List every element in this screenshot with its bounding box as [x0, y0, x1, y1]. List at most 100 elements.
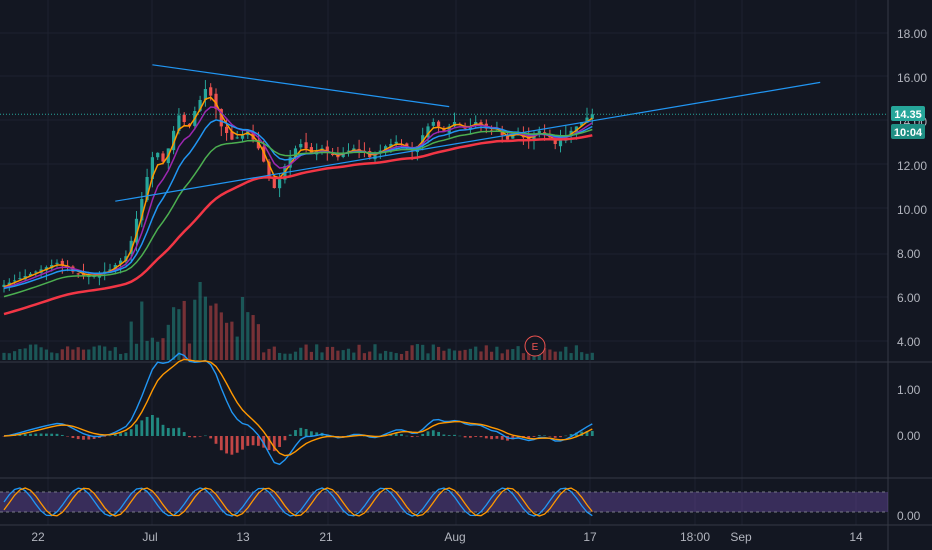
volume-bar	[203, 296, 207, 360]
volume-bar	[13, 351, 17, 360]
macd-histogram-bar	[590, 430, 594, 436]
macd-histogram-bar	[283, 436, 287, 441]
candle-body	[272, 177, 276, 188]
price-badges: 14.35 10:04	[891, 106, 925, 139]
macd-histogram-bar	[484, 436, 488, 439]
macd-line	[3, 352, 593, 466]
volume-bar	[246, 312, 250, 360]
volume-bar	[193, 299, 197, 360]
volume-bar	[447, 348, 451, 360]
countdown-label: 10:04	[894, 127, 923, 139]
candle-body	[331, 153, 335, 155]
volume-bar	[225, 322, 229, 360]
macd-histogram-bar	[564, 435, 568, 437]
macd-histogram-bar	[363, 435, 366, 437]
candle-body	[203, 89, 207, 101]
volume-bar	[113, 347, 117, 360]
volume-bar	[521, 353, 525, 360]
volume-bar	[23, 348, 27, 360]
candle-body	[161, 153, 165, 162]
volume-bar	[7, 353, 11, 360]
macd-histogram-bar	[569, 434, 573, 436]
earnings-marker[interactable]: E	[524, 335, 546, 357]
price-tick-label: 4.00	[897, 335, 921, 349]
volume-bar	[39, 347, 43, 360]
volume-bar	[71, 349, 75, 360]
stoch-k-line	[3, 487, 593, 517]
trendlines[interactable]	[115, 64, 821, 202]
volume-bar	[214, 303, 218, 360]
candle-body	[13, 280, 17, 282]
candle-body	[468, 126, 472, 130]
volume-bar	[92, 346, 96, 360]
volume-bar	[495, 346, 499, 360]
candle-body	[262, 146, 266, 162]
volume-bar	[442, 350, 446, 360]
macd-histogram-bar	[278, 436, 281, 447]
volume-bar	[2, 352, 6, 360]
macd-histogram-bar	[71, 436, 75, 439]
rsi-tick-label: 0.00	[897, 509, 921, 523]
volume-bar	[219, 312, 223, 360]
volume-bar	[421, 344, 425, 360]
macd-histogram-bar	[246, 436, 250, 446]
macd-signal-line	[3, 358, 593, 457]
candle-body	[28, 273, 33, 277]
time-tick-label: Jul	[142, 530, 157, 544]
volume-bar	[558, 351, 563, 360]
candle-body	[198, 100, 202, 111]
price-tick-label: 16.00	[897, 71, 927, 85]
volume-bar	[28, 344, 33, 360]
price-axis[interactable]: 18.0016.0014.0012.0010.008.006.004.001.0…	[897, 27, 927, 523]
volume-bar	[500, 353, 504, 360]
volume-bar	[357, 344, 361, 360]
volume-bar	[437, 346, 441, 360]
macd-histogram-bar	[474, 436, 478, 437]
volume-bar	[410, 345, 414, 360]
volume-bar	[590, 352, 594, 360]
macd-histogram-bar	[60, 434, 64, 436]
volume-bar	[309, 351, 313, 360]
volume-bar	[574, 345, 578, 360]
macd-histogram-bar	[442, 434, 446, 436]
volume-bar	[161, 338, 165, 360]
candle-body	[309, 147, 313, 153]
stochastic-rsi-pane	[0, 487, 888, 517]
macd-histogram-bar	[50, 433, 54, 436]
volume-bar	[256, 324, 260, 360]
macd-histogram-bar	[23, 433, 27, 436]
macd-histogram-bar	[500, 436, 504, 440]
time-axis[interactable]: 22 Jul 13 21 Aug 17 18:00 Sep 14	[31, 530, 863, 544]
macd-histogram-bar	[511, 436, 515, 440]
candle-body	[150, 157, 154, 180]
volume-bar	[55, 353, 59, 360]
candle-body	[134, 218, 139, 243]
candle-body	[177, 115, 181, 132]
macd-histogram-bar	[166, 428, 170, 436]
candle-body	[140, 199, 144, 221]
candle-body	[81, 273, 86, 276]
macd-histogram-bar	[45, 433, 48, 436]
macd-histogram-bar	[532, 436, 536, 437]
macd-histogram-bar	[119, 433, 122, 436]
macd-histogram-bar	[516, 436, 520, 438]
time-tick-label: 21	[319, 530, 333, 544]
volume-bar	[81, 349, 86, 360]
candle-body	[585, 117, 589, 123]
candle-body	[18, 278, 22, 280]
time-tick-label: 14	[849, 530, 863, 544]
candle-body	[129, 240, 133, 255]
macd-histogram-bar	[29, 433, 32, 436]
candle-body	[537, 130, 541, 134]
moving-averages	[3, 96, 593, 316]
trendline	[115, 81, 821, 202]
macd-histogram-bar	[416, 436, 419, 437]
candle-body	[394, 141, 398, 144]
macd-histogram-bar	[405, 435, 409, 437]
macd-histogram-bar	[410, 436, 414, 438]
volume-bar	[320, 352, 324, 360]
volume-bar	[103, 346, 107, 360]
macd-histogram-bar	[204, 435, 207, 437]
